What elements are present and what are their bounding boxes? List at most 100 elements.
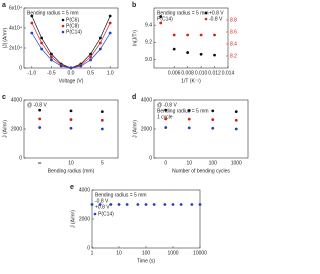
data-point [152, 203, 156, 206]
y-axis-label: |J| (A/m²) [2, 27, 8, 48]
data-point [187, 126, 191, 130]
panel-label: a [2, 2, 6, 9]
data-point [98, 47, 102, 51]
data-point [40, 47, 44, 51]
panel-label: c [2, 94, 6, 101]
y-axis-label: J (A/m²) [132, 120, 138, 138]
data-point [199, 33, 203, 37]
y-tick-label: 0 [19, 155, 22, 161]
x-tick-label: 5 [101, 160, 104, 166]
y2-tick-label: 8.2 [230, 53, 237, 59]
data-point [50, 52, 53, 56]
annotation: Bending radius = 5 mm [157, 10, 209, 16]
legend-marker [61, 24, 65, 28]
y-tick-label: 0 [149, 155, 152, 161]
data-point [98, 36, 102, 40]
data-point [30, 14, 34, 18]
x-tick-label: 1.0 [107, 70, 114, 76]
y-tick-label: 4000 [141, 97, 152, 103]
data-point [234, 127, 238, 131]
data-point [234, 110, 238, 113]
figure: a Voltage (V) |J| (A/m²) 0 2x10⁴ 4x10⁴ 6x10⁴ -1… [2, 2, 249, 264]
data-point [108, 31, 112, 35]
legend-label: +0.8 V [209, 10, 224, 16]
data-point [171, 203, 175, 206]
y2-tick-label: 8.4 [230, 41, 237, 47]
x-axis-label: Time (s) [137, 258, 155, 264]
y-tick-label: 9.0 [145, 57, 152, 63]
x-tick-label: 0.012 [208, 70, 221, 76]
data-point [50, 58, 53, 62]
data-point [69, 118, 73, 121]
x-tick-label: 1000 [167, 250, 178, 256]
data-point [69, 126, 73, 130]
data-point [69, 109, 73, 113]
data-point [100, 127, 104, 131]
data-point [117, 203, 121, 206]
data-point [79, 64, 83, 68]
data-point [211, 109, 215, 113]
y2-tick-label: 8.8 [230, 17, 237, 23]
y-tick-label: 0 [87, 245, 90, 251]
data-point [172, 33, 176, 37]
annotation: +0.8 V [95, 204, 110, 210]
annotation: 1 cycle [157, 114, 173, 120]
y-axis-label: J (A/m²) [70, 210, 76, 228]
series-line [31, 32, 111, 69]
y-tick-label: 4000 [11, 97, 22, 103]
data-point [89, 58, 92, 62]
data-point [172, 47, 176, 51]
annotation: Bending radius = 5 mm [157, 108, 209, 114]
data-point [213, 53, 216, 57]
x-tick-label: 0.0 [68, 70, 75, 76]
data-point [136, 203, 140, 206]
data-point [38, 117, 42, 121]
data-point [50, 55, 53, 59]
data-point [38, 126, 42, 129]
y-tick-label: 2000 [79, 216, 90, 222]
data-point [159, 21, 163, 25]
legend-marker [61, 18, 65, 22]
data-point [98, 41, 102, 45]
data-point [89, 55, 92, 59]
data-point [100, 110, 104, 113]
y-axis-label: J (A/m²) [2, 120, 8, 138]
legend-label: P(C8) [66, 23, 79, 29]
data-point [190, 203, 194, 206]
x-tick-label: 10 [186, 160, 192, 166]
data-point [108, 14, 112, 18]
data-point [187, 117, 191, 121]
data-point [234, 118, 238, 122]
y-tick-label: 2000 [141, 126, 152, 132]
panel-label: e [70, 184, 74, 191]
data-point [159, 15, 163, 18]
data-point [109, 203, 113, 206]
x-tick-label: 0.008 [181, 70, 194, 76]
x-tick-label: 10000 [193, 250, 207, 256]
x-tick-label: 10 [116, 250, 122, 256]
x-axis-label: Bending radius (mm) [48, 168, 95, 174]
y-tick-label: 4x10⁴ [9, 25, 22, 31]
x-tick-label: 100 [209, 160, 218, 166]
x-axis-label: 1/T (K⁻¹) [181, 78, 201, 84]
data-point [186, 51, 190, 54]
legend-label: P(C14) [66, 29, 82, 35]
legend-marker [93, 212, 97, 216]
x-tick-label: 0.5 [87, 70, 94, 76]
y-tick-label: 4000 [79, 187, 90, 193]
data-point [69, 66, 73, 70]
y-tick-label: 2000 [11, 126, 22, 132]
panel-label: b [132, 2, 136, 9]
data-point [89, 52, 92, 56]
legend-label: P(C6) [66, 17, 79, 23]
y-tick-label: 9.2 [145, 40, 152, 46]
y-axis-label: ln(J/T²) [132, 30, 138, 46]
x-tick-label: -0.5 [47, 70, 56, 76]
data-point [108, 21, 112, 25]
x-tick-label: ∞ [38, 160, 42, 166]
data-point [59, 64, 63, 68]
data-point [38, 108, 42, 112]
data-point [98, 203, 102, 206]
legend-label: P(C14) [98, 211, 114, 217]
data-point [199, 52, 203, 56]
